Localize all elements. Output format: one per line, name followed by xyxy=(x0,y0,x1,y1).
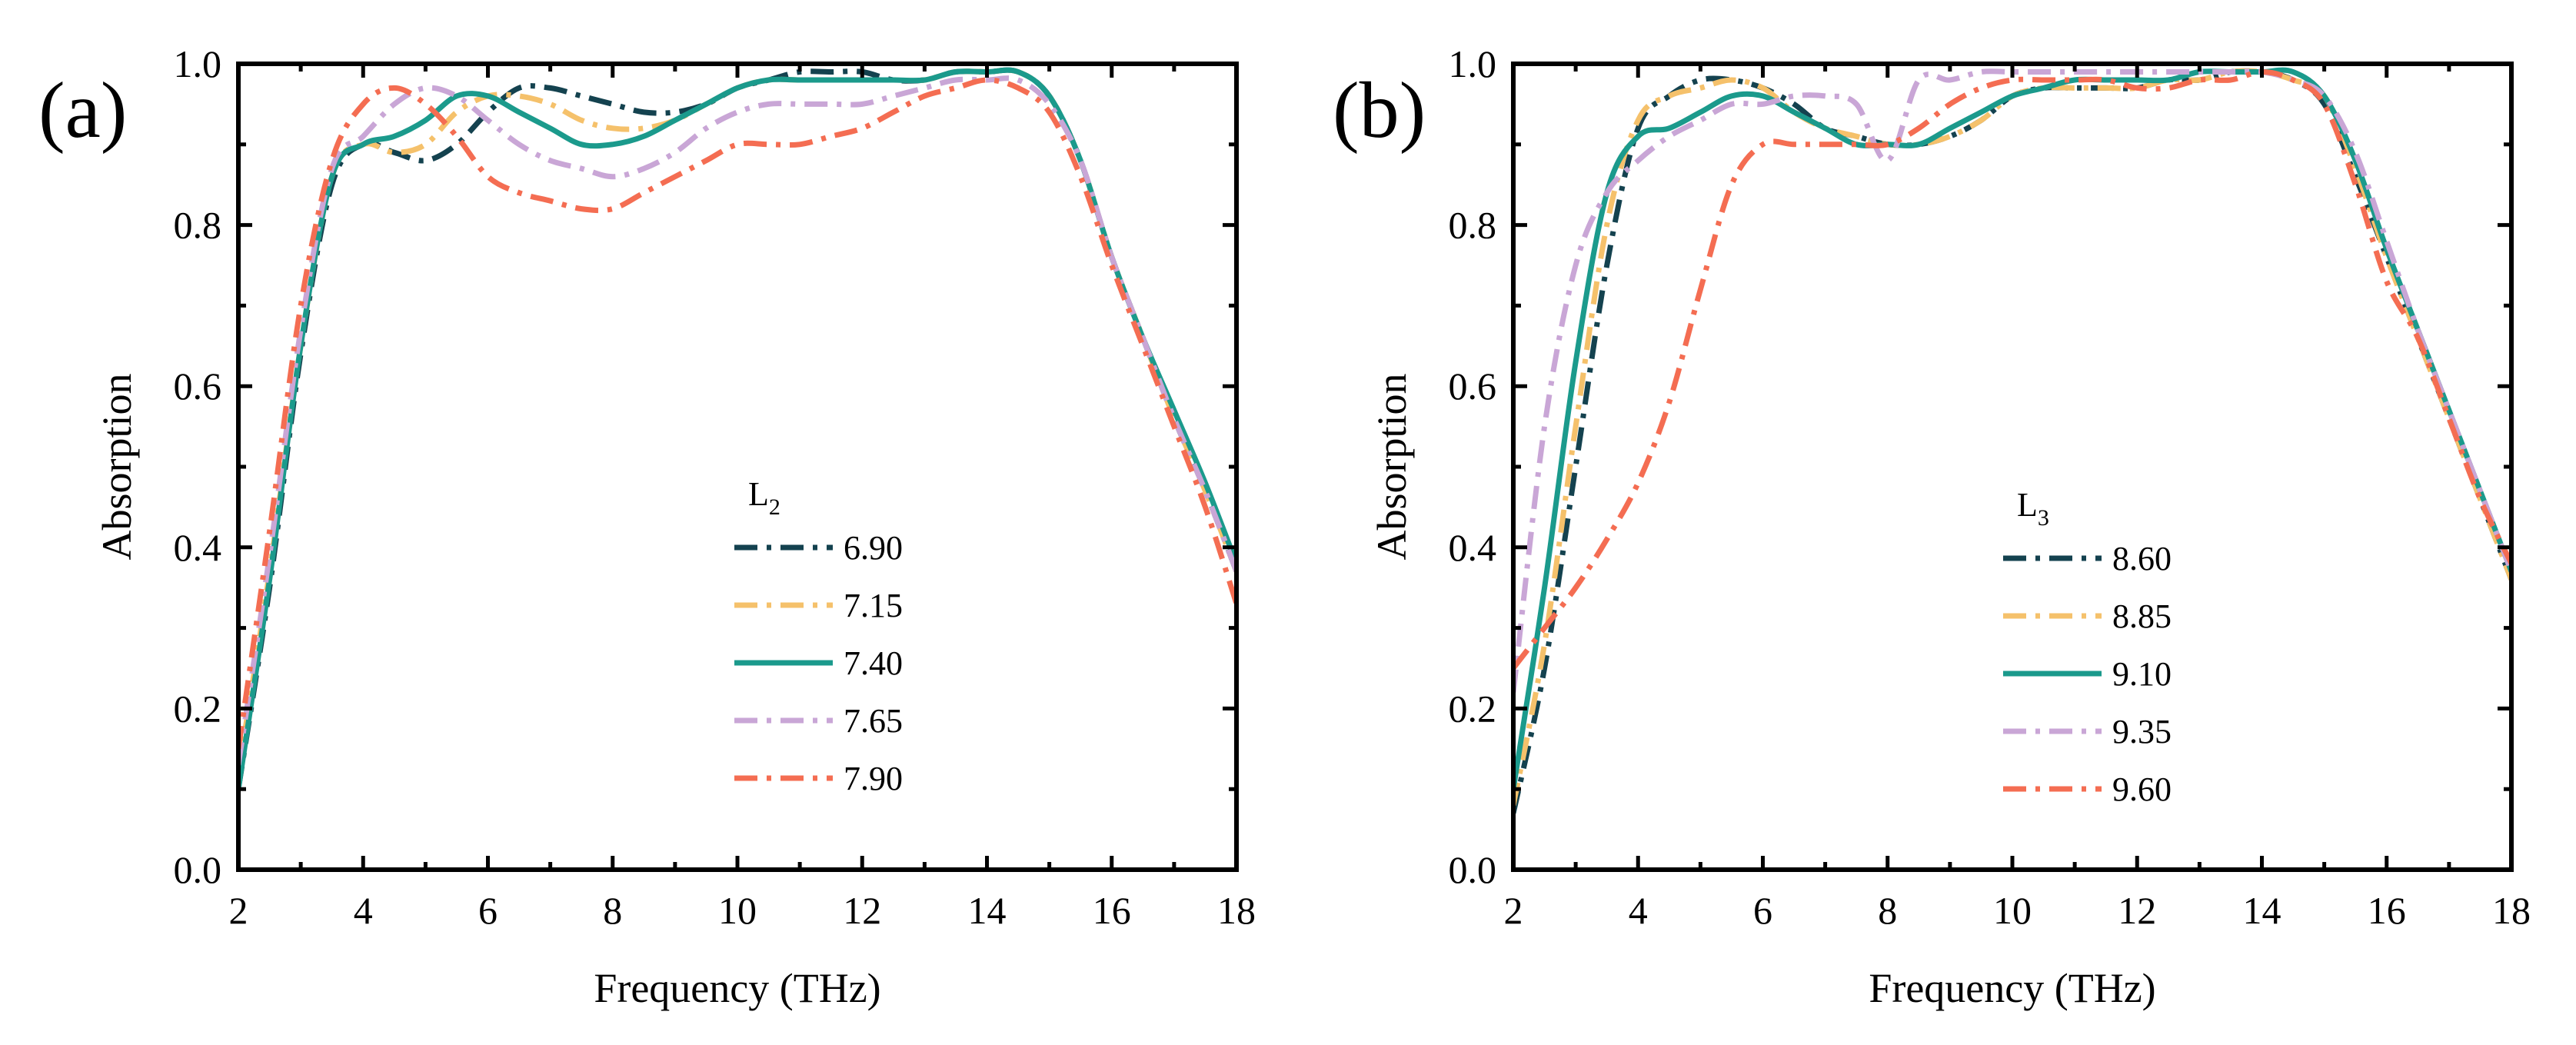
x-tick-label: 14 xyxy=(2243,889,2281,932)
x-tick-label: 4 xyxy=(1629,889,1648,932)
series-line-7.90 xyxy=(238,77,1236,750)
y-axis-title: Absorption xyxy=(1369,374,1415,561)
legend-title: L3 xyxy=(2017,486,2049,531)
chart-panel-b: (b) 2 4 6 8 10 12 14 16 18 0.0 0.2 0.4 0.6 0.8 1.0 Frequ… xyxy=(1333,42,2531,1011)
legend-label: 8.60 xyxy=(2112,540,2172,577)
series-lines xyxy=(238,67,1236,790)
x-tick-label: 16 xyxy=(2368,889,2406,932)
y-tick-label: 0.2 xyxy=(1449,687,1497,730)
x-tick-label: 8 xyxy=(603,889,622,932)
series-lines xyxy=(1513,67,2511,814)
legend-label: 7.90 xyxy=(844,760,903,797)
x-tick-label: 12 xyxy=(843,889,881,932)
y-tick-label: 0.4 xyxy=(1449,526,1497,569)
legend-title: L2 xyxy=(748,475,780,520)
legend-title-main: L xyxy=(2017,486,2038,524)
series-line-9.60 xyxy=(1513,69,2511,671)
panel-label: (a) xyxy=(38,66,127,155)
series-line-8.85 xyxy=(1513,68,2511,806)
legend-label: 7.40 xyxy=(844,644,903,682)
x-tick-label: 8 xyxy=(1878,889,1897,932)
y-axis-title: Absorption xyxy=(94,374,140,561)
legend-label: 7.65 xyxy=(844,702,903,740)
legend-label: 8.85 xyxy=(2112,597,2172,635)
x-tick-label: 16 xyxy=(1093,889,1131,932)
x-tick-label: 2 xyxy=(1504,889,1523,932)
y-tick-label: 0.8 xyxy=(174,204,222,247)
legend-label: 9.10 xyxy=(2112,655,2172,693)
x-tick-label: 10 xyxy=(1993,889,2032,932)
y-tick-label: 0.6 xyxy=(174,364,222,408)
x-tick-label: 10 xyxy=(718,889,757,932)
x-axis-title: Frequency (THz) xyxy=(594,965,880,1011)
y-tick-label: 1.0 xyxy=(174,42,222,85)
x-tick-label: 18 xyxy=(1217,889,1256,932)
y-tick-label: 0.0 xyxy=(174,848,222,891)
x-tick-label: 6 xyxy=(478,889,498,932)
series-line-9.10 xyxy=(1513,67,2511,790)
x-tick-label: 2 xyxy=(229,889,248,932)
panel-label: (b) xyxy=(1333,66,1426,155)
legend: L3 8.60 8.85 9.10 9.35 9.60 xyxy=(2003,486,2172,808)
x-tick-label: 14 xyxy=(968,889,1007,932)
y-tick-label: 0.0 xyxy=(1449,848,1497,891)
x-axis-title: Frequency (THz) xyxy=(1869,965,2155,1011)
legend: L2 6.90 7.15 7.40 7.65 7.90 xyxy=(734,475,903,797)
x-tick-label: 18 xyxy=(2492,889,2531,932)
x-tick-label: 6 xyxy=(1753,889,1772,932)
chart-panel-a: (a) 2 4 6 8 10 12 14 16 18 0.0 0.2 0.4 0.6 0.8 1.0 Frequ… xyxy=(38,42,1256,1011)
x-tick-label: 12 xyxy=(2118,889,2156,932)
series-line-9.35 xyxy=(1513,68,2511,693)
legend-title-main: L xyxy=(748,475,769,513)
x-tick-label: 4 xyxy=(354,889,373,932)
y-tick-label: 0.8 xyxy=(1449,204,1497,247)
legend-title-subscript: 2 xyxy=(769,494,780,520)
y-tick-label: 0.6 xyxy=(1449,364,1497,408)
legend-label: 7.15 xyxy=(844,587,903,624)
series-line-7.65 xyxy=(238,75,1236,766)
legend-label: 9.60 xyxy=(2112,770,2172,808)
legend-label: 6.90 xyxy=(844,529,903,567)
y-tick-label: 1.0 xyxy=(1449,42,1497,85)
legend-label: 9.35 xyxy=(2112,713,2172,750)
legend-title-subscript: 3 xyxy=(2038,505,2049,531)
y-tick-label: 0.4 xyxy=(174,526,222,569)
y-tick-label: 0.2 xyxy=(174,687,222,730)
